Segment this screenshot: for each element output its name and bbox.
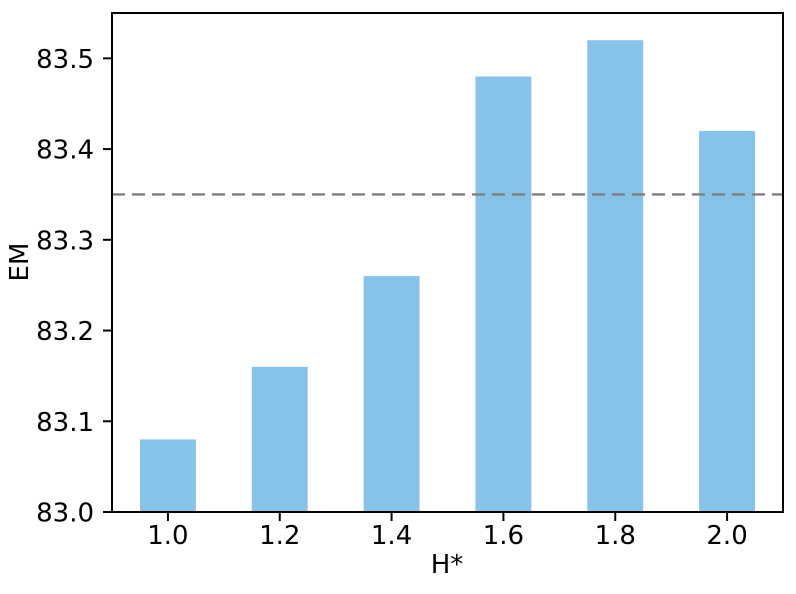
plot-border — [111, 12, 784, 513]
x-tick-label: 1.4 — [371, 521, 412, 551]
bar-1.8 — [587, 40, 644, 512]
plot-area: 83.0 83.1 83.2 83.3 83.4 83.5 1.0 1.2 1.4 1.6 1.8 2… — [36, 12, 784, 551]
bar-1.2 — [251, 366, 308, 512]
y-tick-label: 83.5 — [36, 45, 94, 75]
y-tick-label: 83.2 — [36, 317, 94, 347]
bar-1.4 — [363, 276, 420, 512]
x-tick-label: 1.0 — [147, 521, 188, 551]
bar-1.0 — [139, 439, 196, 512]
bar-2.0 — [699, 130, 756, 512]
y-tick-label: 83.1 — [36, 408, 94, 438]
x-axis-label: H* — [431, 550, 464, 580]
x-tick-label: 2.0 — [706, 521, 747, 551]
x-tick-label: 1.2 — [259, 521, 300, 551]
bar-1.6 — [475, 76, 532, 512]
y-axis-label: EM — [5, 243, 35, 282]
y-tick-label: 83.4 — [36, 136, 94, 166]
y-tick-label: 83.3 — [36, 226, 94, 256]
x-tick-label: 1.6 — [483, 521, 524, 551]
y-tick-label: 83.0 — [36, 499, 94, 529]
x-tick-label: 1.8 — [595, 521, 636, 551]
